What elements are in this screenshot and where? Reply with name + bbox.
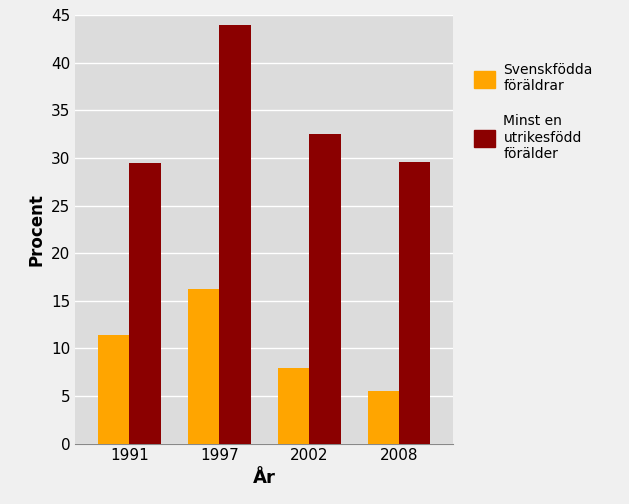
Legend: Svenskfödda
föräldrar, Minst en
utrikesfödd
förälder: Svenskfödda föräldrar, Minst en utrikesf… (467, 56, 600, 168)
Bar (399, 162, 430, 444)
Bar (367, 391, 399, 444)
Y-axis label: Procent: Procent (28, 193, 46, 266)
Bar (309, 134, 340, 444)
Bar (130, 163, 161, 444)
Bar (188, 289, 220, 444)
Bar (98, 335, 130, 444)
Bar (277, 368, 309, 444)
X-axis label: År: År (253, 469, 276, 487)
Bar (220, 25, 251, 444)
